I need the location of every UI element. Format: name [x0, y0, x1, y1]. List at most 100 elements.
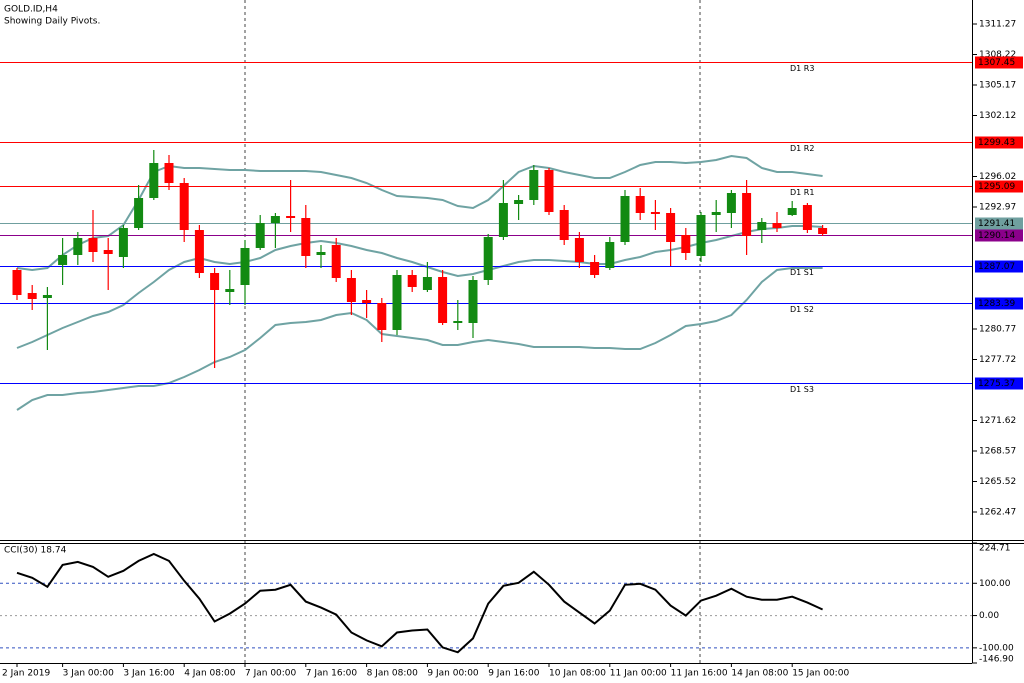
candle-body	[407, 275, 417, 287]
candle-body	[818, 228, 828, 234]
price-box	[975, 217, 1023, 230]
x-tick-label: 7 Jan 00:00	[245, 669, 297, 679]
y-tick-label: 1308.22	[979, 50, 1016, 60]
pivot-label: D1 R2	[790, 144, 814, 153]
candle-body	[468, 280, 478, 323]
y-tick-label: -146.90	[979, 655, 1014, 665]
axes: 1262.47 1265.52 1268.57 1271.62 1277.72 1280.…	[0, 0, 1024, 667]
candle-body	[42, 295, 52, 298]
x-tick-label: 14 Jan 08:00	[731, 669, 788, 679]
pivot-label: D1 S2	[790, 305, 814, 314]
price-box-label: 1275.37	[978, 379, 1015, 389]
x-tick-label: 11 Jan 16:00	[671, 669, 728, 679]
candle-body	[772, 223, 782, 228]
candle-body	[711, 212, 721, 215]
candle-body	[225, 289, 235, 292]
candle-body	[544, 170, 554, 212]
price-box	[975, 180, 1023, 193]
x-tick-label: 7 Jan 16:00	[306, 669, 358, 679]
y-tick-label: 1268.57	[979, 447, 1016, 457]
candle-body	[164, 163, 174, 183]
candle-body	[286, 216, 296, 218]
price-box	[975, 377, 1023, 390]
y-tick-label: 224.71	[979, 544, 1011, 554]
candle-body	[301, 218, 311, 256]
candle-body	[529, 170, 539, 200]
band-line	[16, 267, 823, 411]
chart-subtitle: Showing Daily Pivots.	[4, 17, 100, 27]
candle-body	[438, 277, 448, 323]
candle-body	[240, 248, 250, 285]
x-tick-label: 11 Jan 00:00	[610, 669, 667, 679]
candle-body	[422, 277, 432, 290]
price-box-label: 1299.43	[978, 138, 1015, 148]
candle-body	[726, 193, 736, 213]
pivot-label: D1 S1	[790, 268, 814, 277]
candle-body	[681, 235, 691, 253]
candle-body	[134, 198, 144, 228]
price-box	[975, 297, 1023, 310]
candle-body	[453, 321, 463, 323]
y-tick-label: 1302.12	[979, 111, 1016, 121]
candle-body	[483, 237, 493, 280]
candle-body	[346, 278, 356, 302]
x-tick-label: 3 Jan 16:00	[123, 669, 175, 679]
y-tick-label: 1271.62	[979, 416, 1016, 426]
candle-body	[316, 252, 326, 255]
y-tick-label: 100.00	[979, 579, 1011, 589]
candle-body	[118, 228, 128, 257]
chart-title: GOLD.ID,H4	[4, 5, 58, 15]
candle-body	[787, 208, 797, 215]
price-box-label: 1295.09	[978, 182, 1015, 192]
candle-body	[574, 238, 584, 262]
candle-body	[696, 215, 706, 256]
candle-body	[635, 196, 645, 213]
y-tick-label: 1296.02	[979, 172, 1016, 182]
y-tick-label: 1311.27	[979, 20, 1016, 30]
pivot-label: D1 S3	[790, 385, 814, 394]
candle-body	[742, 193, 752, 236]
candle-body	[377, 303, 387, 330]
candle-body	[802, 205, 812, 230]
candle-body	[514, 200, 524, 204]
price-box	[975, 56, 1023, 69]
indicator-title: CCI(30) 18.74	[4, 546, 67, 556]
candle-body	[179, 183, 189, 230]
main-plot	[0, 62, 972, 411]
y-tick-label: 1277.72	[979, 355, 1016, 365]
y-tick-label: 1265.52	[979, 477, 1016, 487]
x-tick-label: 10 Jan 08:00	[549, 669, 606, 679]
price-box	[975, 136, 1023, 149]
candle-body	[270, 216, 280, 223]
cci-line	[16, 552, 824, 654]
price-box	[975, 229, 1023, 242]
candle-body	[12, 270, 22, 295]
candle-body	[210, 273, 220, 290]
price-box-label: 1287.07	[978, 262, 1015, 272]
price-box-label: 1283.39	[978, 299, 1015, 309]
candle-body	[194, 230, 204, 273]
candle-body	[605, 242, 615, 268]
y-tick-label: 1305.17	[979, 81, 1016, 91]
candle-body	[392, 275, 402, 330]
candle-body	[149, 163, 159, 198]
x-tick-label: 8 Jan 08:00	[367, 669, 419, 679]
price-box-label: 1307.45	[978, 58, 1015, 68]
candle-body	[58, 255, 68, 265]
candle-body	[498, 203, 508, 237]
y-tick-label: 1262.47	[979, 508, 1016, 518]
candle-body	[362, 300, 372, 303]
y-tick-label: 1280.77	[979, 325, 1016, 335]
candle-body	[73, 238, 83, 255]
candle-body	[88, 238, 98, 252]
x-tick-label: 3 Jan 00:00	[63, 669, 115, 679]
candle-body	[27, 293, 37, 299]
y-tick-label: 0.00	[979, 611, 999, 621]
x-tick-label: 4 Jan 08:00	[184, 669, 236, 679]
candle-body	[255, 223, 265, 248]
price-box	[975, 260, 1023, 273]
x-tick-label: 9 Jan 00:00	[427, 669, 479, 679]
